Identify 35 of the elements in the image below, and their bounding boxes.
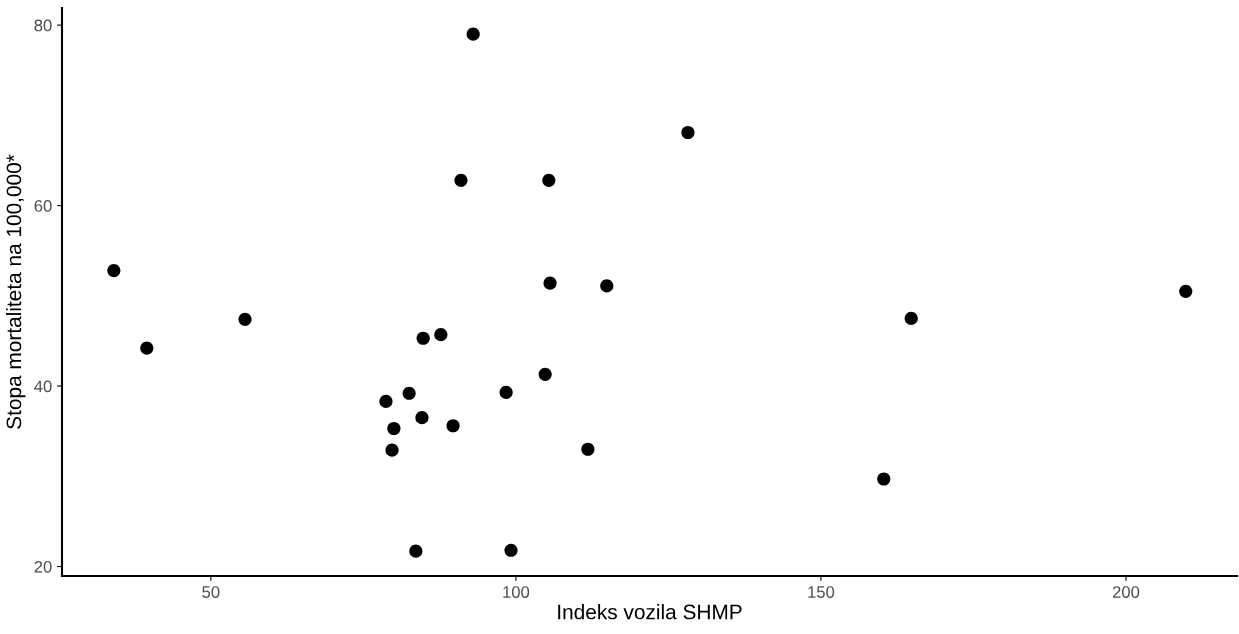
point xyxy=(416,331,430,345)
y-tick-label: 20 xyxy=(34,560,52,573)
point xyxy=(385,443,399,457)
point xyxy=(107,263,121,278)
point xyxy=(600,279,614,293)
x-tick-label: 200 xyxy=(1112,586,1140,598)
point xyxy=(415,411,429,425)
x-tick-label: 50 xyxy=(202,586,220,598)
point xyxy=(140,341,154,355)
x-tick-label: 150 xyxy=(808,586,835,598)
point xyxy=(387,421,401,436)
point xyxy=(434,328,448,342)
point xyxy=(581,442,595,456)
point xyxy=(904,311,918,325)
point xyxy=(681,125,695,140)
y-axis-title: Stopa mortaliteta na 100,000* xyxy=(5,154,26,429)
point xyxy=(1179,284,1193,298)
y-tick-label: 40 xyxy=(34,380,52,393)
point xyxy=(446,419,460,433)
point xyxy=(238,312,252,326)
point xyxy=(543,276,557,290)
x-axis-title: Indeks vozila SHMP xyxy=(558,604,742,620)
point xyxy=(379,394,393,408)
x-tick-label: 100 xyxy=(503,586,530,598)
point xyxy=(454,173,468,187)
y-tick-label: 60 xyxy=(34,200,52,212)
point xyxy=(542,173,556,187)
point xyxy=(538,367,552,381)
point xyxy=(504,543,518,557)
point xyxy=(877,472,891,486)
point xyxy=(499,385,513,399)
point xyxy=(466,27,480,41)
y-tick-label: 80 xyxy=(34,19,52,32)
point xyxy=(402,386,416,400)
point xyxy=(409,544,423,558)
